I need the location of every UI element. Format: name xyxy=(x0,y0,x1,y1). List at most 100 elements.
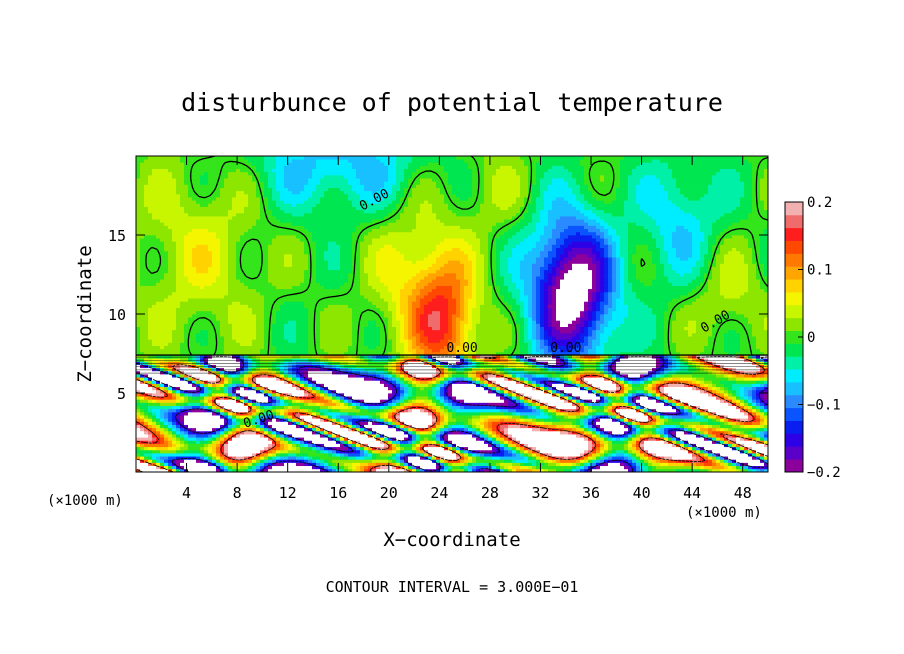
heatmap-cell xyxy=(484,421,489,425)
heatmap-cell xyxy=(644,468,649,472)
heatmap-cell xyxy=(608,374,613,378)
heatmap-cell xyxy=(756,418,761,422)
heatmap-cell xyxy=(612,453,617,457)
heatmap-cell xyxy=(192,430,197,435)
heatmap-cell xyxy=(292,370,297,375)
heatmap-cell xyxy=(456,453,461,457)
heatmap-cell xyxy=(412,462,417,467)
heatmap-cell xyxy=(256,424,261,429)
heatmap-cell xyxy=(436,468,441,472)
heatmap-cell xyxy=(416,446,421,451)
heatmap-cell xyxy=(308,408,313,413)
heatmap-cell xyxy=(700,399,705,403)
heatmap-cell xyxy=(456,440,461,444)
heatmap-cell xyxy=(200,399,205,403)
heatmap-cell xyxy=(592,380,597,384)
heatmap-cell xyxy=(752,462,757,467)
heatmap-cell xyxy=(484,393,489,397)
heatmap-cell xyxy=(208,437,213,441)
heatmap-cell xyxy=(556,393,561,397)
heatmap-cell xyxy=(636,386,641,391)
heatmap-cell xyxy=(536,421,541,425)
heatmap-cell xyxy=(692,377,697,381)
heatmap-cell xyxy=(460,449,465,454)
heatmap-cell xyxy=(672,377,677,381)
heatmap-cell xyxy=(536,468,541,472)
heatmap-cell xyxy=(468,415,473,419)
heatmap-cell xyxy=(696,456,701,460)
heatmap-cell xyxy=(640,465,645,470)
heatmap-cell xyxy=(660,453,665,457)
heatmap-cell xyxy=(444,393,449,397)
heatmap-cell xyxy=(540,468,545,472)
heatmap-cell xyxy=(724,424,729,429)
heatmap-cell xyxy=(656,389,661,394)
heatmap-cell xyxy=(676,386,681,391)
heatmap-cell xyxy=(224,374,229,378)
heatmap-cell xyxy=(672,418,677,422)
heatmap-cell xyxy=(652,399,657,403)
heatmap-cell xyxy=(516,421,521,425)
heatmap-cell xyxy=(372,430,377,435)
heatmap-cell xyxy=(748,383,753,388)
heatmap-cell xyxy=(728,443,733,448)
heatmap-cell xyxy=(496,411,501,416)
heatmap-cell xyxy=(248,449,253,454)
heatmap-cell xyxy=(664,440,669,444)
heatmap-cell xyxy=(668,453,673,457)
heatmap-cell xyxy=(400,383,405,388)
heatmap-cell xyxy=(164,462,169,467)
heatmap-cell xyxy=(408,389,413,394)
heatmap-cell xyxy=(568,380,573,384)
heatmap-cell xyxy=(396,453,401,457)
heatmap-cell xyxy=(440,434,445,438)
heatmap-cell xyxy=(560,411,565,416)
heatmap-cell xyxy=(372,437,377,441)
heatmap-cell xyxy=(532,374,537,378)
heatmap-cell xyxy=(464,411,469,416)
heatmap-cell xyxy=(704,374,709,378)
heatmap-cell xyxy=(312,427,317,432)
heatmap-cell xyxy=(208,393,213,397)
heatmap-cell xyxy=(604,389,609,394)
heatmap-cell xyxy=(140,443,145,448)
heatmap-cell xyxy=(548,430,553,435)
heatmap-cell xyxy=(544,411,549,416)
heatmap-cell xyxy=(284,437,289,441)
heatmap-cell xyxy=(728,377,733,381)
heatmap-cell xyxy=(288,462,293,467)
heatmap-cell xyxy=(412,386,417,391)
heatmap-cell xyxy=(296,456,301,460)
heatmap-cell xyxy=(596,393,601,397)
heatmap-cell xyxy=(452,377,457,381)
heatmap-cell xyxy=(240,453,245,457)
heatmap-cell xyxy=(536,443,541,448)
heatmap-cell xyxy=(276,389,281,394)
heatmap-cell xyxy=(148,374,153,378)
heatmap-cell xyxy=(260,415,265,419)
heatmap-cell xyxy=(376,443,381,448)
heatmap-cell xyxy=(208,402,213,406)
heatmap-cell xyxy=(744,415,749,419)
heatmap-cell xyxy=(388,399,393,403)
heatmap-cell xyxy=(328,456,333,460)
heatmap-cell xyxy=(656,380,661,384)
heatmap-cell xyxy=(308,465,313,470)
heatmap-cell xyxy=(580,443,585,448)
heatmap-cell xyxy=(652,430,657,435)
heatmap-cell xyxy=(376,430,381,435)
heatmap-cell xyxy=(256,434,261,438)
heatmap-cell xyxy=(688,393,693,397)
heatmap-cell xyxy=(656,421,661,425)
heatmap-cell xyxy=(264,421,269,425)
heatmap-cell xyxy=(272,430,277,435)
heatmap-cell xyxy=(284,402,289,406)
heatmap-cell xyxy=(748,377,753,381)
heatmap-cell xyxy=(624,453,629,457)
heatmap-cell xyxy=(736,462,741,467)
heatmap-cell xyxy=(760,459,765,463)
heatmap-cell xyxy=(400,434,405,438)
heatmap-cell xyxy=(692,437,697,441)
heatmap-cell xyxy=(736,402,741,406)
heatmap-cell xyxy=(152,396,157,400)
